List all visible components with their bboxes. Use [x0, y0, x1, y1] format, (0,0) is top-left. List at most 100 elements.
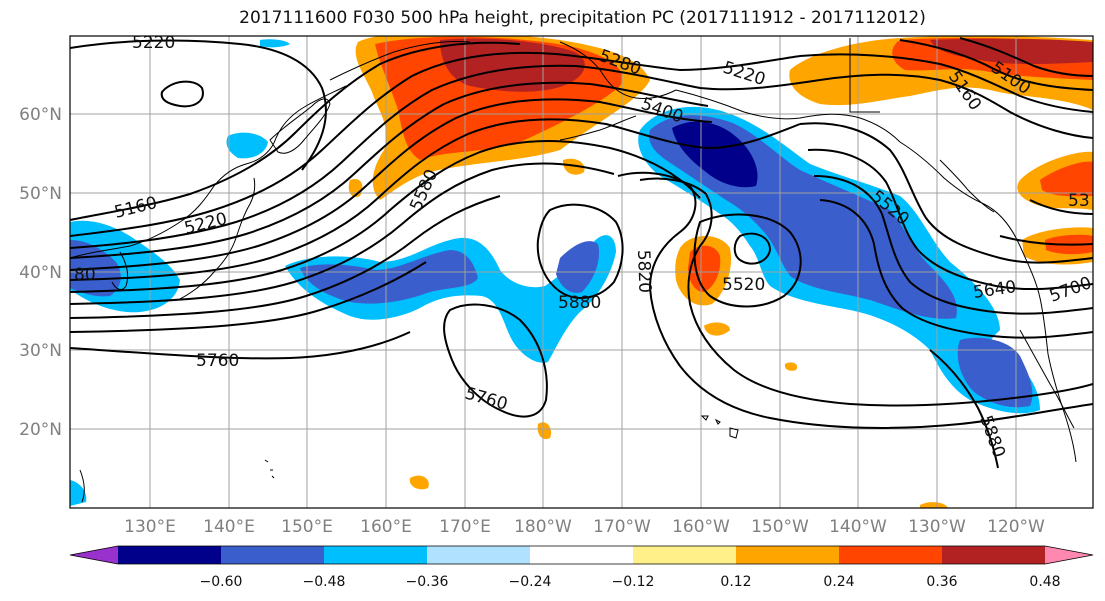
lat-label: 50°N — [19, 184, 62, 204]
contour-5400 — [70, 98, 713, 271]
contour-trough-2 — [639, 177, 1093, 407]
colorbar-outline — [69, 545, 1094, 565]
colorbar-tick-label: 0.48 — [1029, 574, 1060, 590]
precip-positive-dot-4 — [784, 362, 798, 371]
lon-label: 130°E — [124, 517, 176, 537]
contour-label: 53 — [1068, 191, 1090, 211]
contour-low-ring — [160, 80, 204, 108]
contour-5880-loop — [536, 203, 624, 299]
contour-west-coast-1 — [1029, 199, 1093, 215]
map-frame — [69, 35, 1094, 509]
contour-ne-3 — [899, 39, 1093, 91]
precip-positive-dot-5 — [920, 502, 948, 508]
coast-hawaii-2 — [729, 427, 739, 439]
precip-negative-central-2 — [300, 250, 478, 304]
contour-5220 — [70, 51, 801, 237]
precip-positive-dot-2 — [537, 422, 552, 440]
coast-hudson — [849, 38, 880, 113]
lon-label: 120°W — [987, 517, 1045, 537]
height-contours — [70, 37, 1093, 469]
coast-baja — [1047, 353, 1077, 463]
lon-label: 140°E — [203, 517, 255, 537]
colorbar-ticks: −0.60 −0.48 −0.36 −0.24 −0.12 0.12 0.24 0.36 0.4… — [200, 574, 1061, 590]
colorbar-tick-label: 0.24 — [823, 574, 854, 590]
lon-label: 170°W — [593, 517, 651, 537]
coast-na-west — [899, 141, 1049, 355]
contour-label: 80 — [74, 265, 96, 285]
map-title: 2017111600 F030 500 hPa height, precipit… — [239, 8, 926, 28]
contour-ne-1 — [819, 73, 1093, 139]
colorbar-segment — [118, 546, 222, 564]
coast-japan — [177, 177, 256, 301]
lon-label: 160°E — [360, 517, 412, 537]
colorbar-segment — [839, 546, 943, 564]
contour-label: 5520 — [722, 275, 765, 295]
colorbar-tick-label: 0.36 — [926, 574, 957, 590]
contour-5640 — [70, 195, 501, 319]
lon-label: 170°E — [439, 517, 491, 537]
coast-chukotka — [329, 41, 471, 81]
coast-bc — [939, 159, 995, 213]
colorbar-segment — [427, 546, 531, 564]
lon-label: 180°W — [514, 517, 572, 537]
lat-label: 30°N — [19, 341, 62, 361]
precip-negative-kamchatka — [226, 132, 268, 159]
contour-5340 — [70, 81, 709, 259]
contour-cutoff-2 — [733, 232, 772, 265]
colorbar: −0.60 −0.48 −0.36 −0.24 −0.12 0.12 0.24 0.36 0.4… — [69, 545, 1094, 590]
coastlines — [70, 38, 1077, 503]
contour-label: 5820 — [633, 249, 654, 293]
contour-east-2 — [807, 148, 1093, 291]
contour-5580 — [70, 162, 615, 305]
colorbar-extend-high — [1045, 546, 1093, 564]
colorbar-segment — [324, 546, 428, 564]
colorbar-extend-low — [70, 546, 118, 564]
colorbar-tick-label: −0.60 — [200, 574, 243, 590]
contour-east-4 — [819, 199, 1093, 339]
colorbar-segment — [633, 546, 737, 564]
coast-aleutians — [559, 115, 637, 141]
precip-negative-main-4 — [957, 337, 1033, 408]
colorbar-tick-label: −0.36 — [406, 574, 449, 590]
contour-label: 5220 — [132, 33, 175, 53]
lat-label: 20°N — [19, 420, 62, 440]
contour-east-3 — [813, 175, 1093, 315]
precip-negative-central — [285, 235, 616, 363]
lon-label: 130°W — [908, 517, 966, 537]
contour-cutoff-1 — [693, 213, 802, 308]
precip-positive-cutoff-2 — [688, 245, 721, 292]
precip-positive-dot-3 — [409, 475, 429, 490]
coast-korea — [111, 251, 129, 290]
precip-positive-small-1 — [704, 322, 730, 336]
contour-5760-loop — [443, 303, 548, 418]
precip-positive-bering-3 — [440, 38, 585, 92]
contour-5280 — [70, 64, 821, 249]
longitude-labels: 130°E 140°E 150°E 160°E 170°E 180°W 170°… — [124, 517, 1045, 537]
lon-label: 160°W — [672, 517, 730, 537]
lat-label: 60°N — [19, 105, 62, 125]
contour-trough-1 — [617, 171, 1093, 429]
colorbar-segment — [942, 546, 1046, 564]
colorbar-segment — [736, 546, 840, 564]
latitude-labels: 60°N 50°N 40°N 30°N 20°N — [19, 105, 62, 440]
contour-ne-2 — [799, 53, 1093, 113]
colorbar-segment — [221, 546, 325, 564]
precip-positive-westcoast-2 — [1040, 161, 1093, 197]
coast-islands-pac — [264, 459, 275, 479]
contour-5700 — [70, 261, 427, 333]
colorbar-segment — [530, 546, 634, 564]
precip-negative-main-3 — [672, 121, 758, 188]
precip-negative-central-3 — [556, 241, 600, 293]
contour-5460 — [70, 118, 801, 281]
contour-ne-4 — [959, 37, 1093, 77]
contour-east-1 — [799, 122, 1093, 264]
contour-5760-left — [70, 331, 411, 360]
contour-west-coast-2 — [999, 235, 1093, 246]
lon-label: 140°W — [829, 517, 887, 537]
colorbar-tick-label: −0.48 — [303, 574, 346, 590]
coast-alaska-south — [675, 89, 901, 143]
contour-5880-right — [929, 349, 999, 469]
colorbar-segments — [70, 546, 1093, 564]
colorbar-tick-label: −0.24 — [509, 574, 552, 590]
